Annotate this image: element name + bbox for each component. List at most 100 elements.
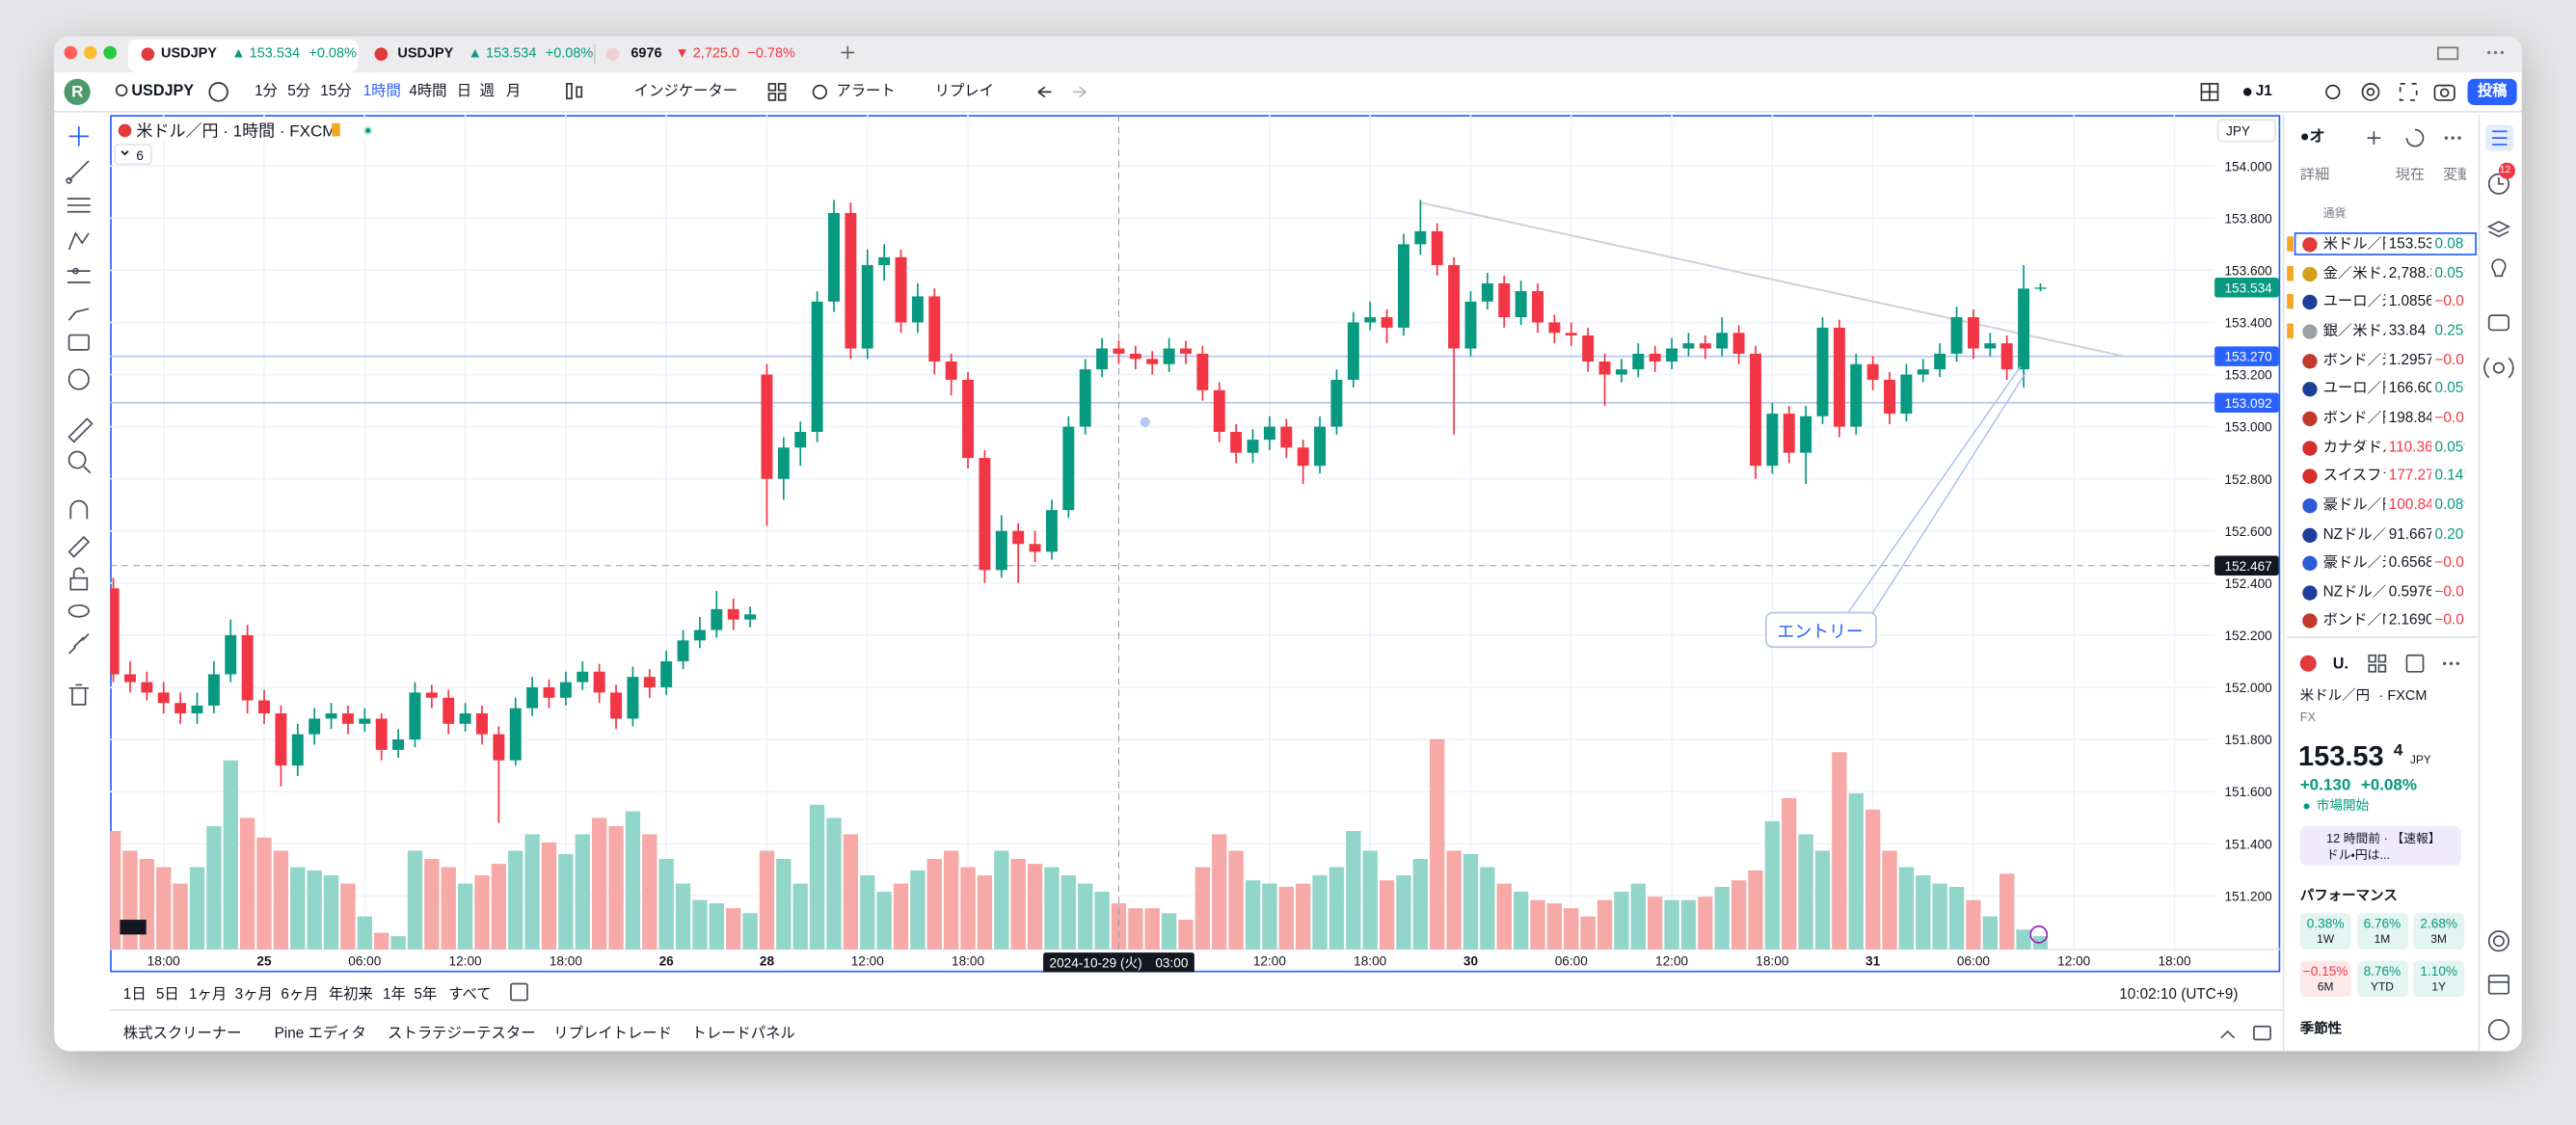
settings[interactable] <box>2361 83 2380 101</box>
candle-body <box>1213 389 1225 433</box>
row-icon <box>2287 236 2318 253</box>
candle-body <box>1297 447 1309 467</box>
range-button: 3ヶ月 <box>234 985 273 1003</box>
currency-button <box>2216 119 2277 143</box>
volume-bar <box>1078 883 1093 950</box>
candle-body <box>1716 333 1729 349</box>
candle-body <box>677 640 689 661</box>
time-tag-label: 2024-10-29 (火) 03:00 <box>1050 955 1189 970</box>
volume-bar <box>994 850 1009 950</box>
avatar[interactable] <box>64 78 91 106</box>
candle-body <box>1364 317 1377 323</box>
row-price: 0.6568 <box>2388 555 2432 571</box>
row-icon <box>2302 411 2318 426</box>
snapshot[interactable] <box>2433 84 2455 101</box>
replay-button: リプレイ <box>934 82 994 99</box>
candle-body <box>1850 363 1863 427</box>
candle-body <box>275 713 287 766</box>
candle-body <box>945 362 957 380</box>
candle-body <box>811 301 823 433</box>
window-icon[interactable] <box>2437 46 2459 61</box>
volume-bar <box>374 932 389 950</box>
post-button[interactable] <box>2467 78 2517 106</box>
y-tick-label: 154.000 <box>2224 159 2272 174</box>
candle-body <box>1330 379 1343 427</box>
clock: 10:02:10 (UTC+9) <box>2119 985 2239 1003</box>
volume-bar <box>1648 897 1663 950</box>
market-status-dot <box>365 127 371 133</box>
candle-body <box>693 629 706 641</box>
layout-dot <box>2242 88 2252 96</box>
volume-bar <box>1982 916 1998 950</box>
performance-value: −0.15% <box>2302 964 2348 979</box>
row-name: 銀／米ドル <box>2322 323 2386 338</box>
side-icons[interactable] <box>2294 124 2514 1041</box>
volume-bar <box>1865 809 1881 950</box>
row-icon <box>2302 585 2318 601</box>
volume-bar <box>809 804 825 950</box>
tab-price: ▲ 153.534 <box>231 43 300 62</box>
active-tab[interactable] <box>127 39 359 72</box>
volume-bar <box>1898 867 1915 950</box>
minimize-button[interactable] <box>83 45 97 60</box>
x-tick-label: 25 <box>256 954 272 969</box>
avatar-letter: R <box>71 83 84 101</box>
volume-bar <box>206 825 222 950</box>
candle-body <box>1280 426 1293 448</box>
volume-bar <box>1128 908 1143 950</box>
fullscreen[interactable] <box>2399 83 2418 101</box>
icon[interactable] <box>2325 84 2341 100</box>
volume-bar <box>1966 899 1981 950</box>
volume-bar <box>893 883 909 950</box>
zoom-button[interactable] <box>103 45 117 60</box>
volume-bar <box>826 817 842 950</box>
close-button[interactable] <box>64 45 78 60</box>
indicator-toggle <box>114 144 152 166</box>
candle-body <box>828 212 840 302</box>
candle-body <box>1481 282 1493 302</box>
drawing-tools[interactable] <box>66 126 94 706</box>
candle-body <box>794 432 807 448</box>
candle-body <box>1750 353 1761 467</box>
chart-pane[interactable]: 151.200 151.400 151.600 151.800 152.000 152.2… <box>110 115 2281 973</box>
undo[interactable] <box>1037 86 1052 98</box>
candle-body <box>660 660 673 687</box>
tab-price: ▲ 153.534 <box>468 43 537 62</box>
y-tick-label: 153.200 <box>2224 368 2272 383</box>
volume-bar <box>173 883 188 950</box>
candle-body <box>962 379 975 459</box>
performance-period: 3M <box>2430 934 2447 947</box>
performance-value: 1.10% <box>2420 964 2458 979</box>
detail-price: 153.53 <box>2298 740 2384 772</box>
candle-body <box>1464 301 1477 349</box>
performance-title: パフォーマンス <box>2299 886 2398 904</box>
chart-type[interactable] <box>566 83 573 100</box>
performance-value: 8.76% <box>2363 964 2402 979</box>
compare-button[interactable] <box>208 82 228 102</box>
candle-body <box>1029 544 1041 552</box>
candle-body <box>1884 379 1895 415</box>
tab-icon <box>141 47 155 62</box>
candle-body <box>375 718 388 750</box>
volume-bar <box>357 916 372 950</box>
performance-period: 1Y <box>2431 981 2447 994</box>
redo[interactable] <box>1072 86 1087 98</box>
news-box[interactable] <box>2299 825 2461 866</box>
templates[interactable] <box>767 83 777 92</box>
candle-body <box>1230 432 1243 453</box>
interval-button: 5分 <box>287 82 311 99</box>
candle-body <box>1113 348 1125 354</box>
candle-body <box>928 296 941 362</box>
performance-cell <box>2413 960 2465 998</box>
x-tick-label: 18:00 <box>550 954 583 969</box>
detail-name: 米ドル／円 <box>2299 686 2371 704</box>
detail-icons[interactable] <box>510 128 2425 1041</box>
price-tag-label: 153.270 <box>2224 350 2272 364</box>
volume-bar <box>1948 886 1965 950</box>
candle-body <box>727 608 739 620</box>
interval-button: 月 <box>505 82 522 99</box>
volume-bar <box>290 867 306 950</box>
volume-bar <box>675 883 691 950</box>
candle-body <box>1314 426 1327 467</box>
row-name: 米ドル／円 <box>2322 236 2386 252</box>
